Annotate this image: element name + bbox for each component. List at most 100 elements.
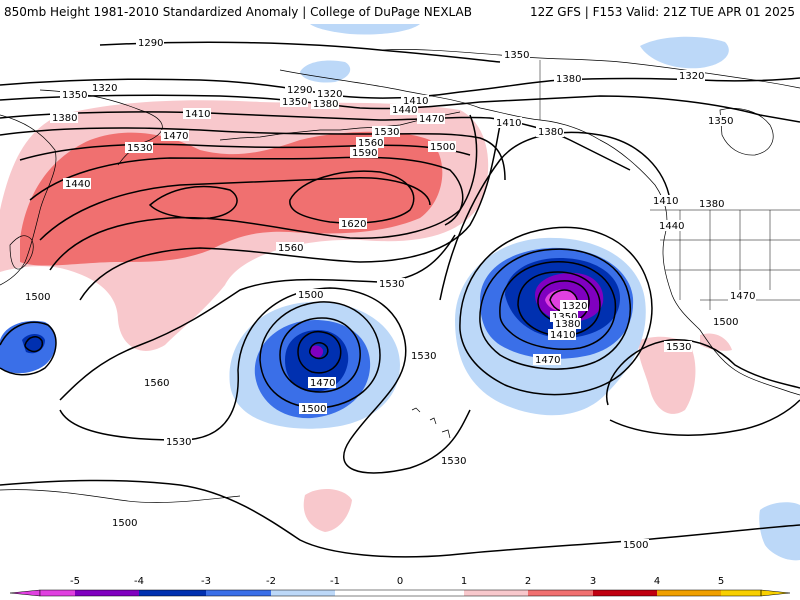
colorbar-swatches <box>9 589 791 597</box>
contour-label: 1500 <box>623 540 648 551</box>
contour-label: 1530 <box>374 127 399 138</box>
contour-line <box>29 156 464 226</box>
colorbar-swatch <box>206 590 271 596</box>
contour-label: 1620 <box>341 219 366 230</box>
colorbar-swatch <box>271 590 335 596</box>
contour-label: 1530 <box>666 342 691 353</box>
contour-label: 1470 <box>419 114 444 125</box>
contour-label: 1440 <box>659 221 684 232</box>
contour-label: 1500 <box>112 518 137 529</box>
contour-line <box>24 336 44 353</box>
colorbar-tick-label: -4 <box>134 576 144 587</box>
contour-line <box>297 330 342 374</box>
contour-line <box>499 261 617 350</box>
anomaly-shading <box>0 24 800 561</box>
contour-line <box>439 131 671 301</box>
coastline-arctic <box>379 49 800 89</box>
contour-label: 1410 <box>550 330 575 341</box>
contour-label: 1410 <box>496 118 521 129</box>
colorbar-swatch <box>657 590 721 596</box>
colorbar-tick-label: -3 <box>201 576 211 587</box>
contour-line <box>279 317 361 393</box>
colorbar-tick-label: 4 <box>654 576 660 587</box>
contour-line <box>609 399 800 436</box>
contour-label: 1380 <box>52 113 77 124</box>
colorbar-tick-label: 0 <box>397 576 403 587</box>
colorbar-swatch <box>528 590 593 596</box>
negative-anomaly-region-topstrip <box>310 24 420 35</box>
contour-line <box>49 114 478 271</box>
contour-label: 1380 <box>313 99 338 110</box>
header-bar: 850mb Height 1981-2010 Standardized Anom… <box>0 0 800 24</box>
colorbar-tick-label: -2 <box>266 576 276 587</box>
colorbar-swatch <box>464 590 528 596</box>
contour-label: 1590 <box>352 148 377 159</box>
positive-anomaly-region-west <box>638 336 696 414</box>
contour-line <box>59 234 456 401</box>
contour-line <box>289 170 415 224</box>
contour-label: 1320 <box>562 301 587 312</box>
contour-label: 1470 <box>310 378 335 389</box>
contour-label: 1380 <box>555 319 580 330</box>
contour-label: 1380 <box>699 199 724 210</box>
contour-line <box>79 124 501 301</box>
negative-anomaly-region-southeast <box>759 502 800 561</box>
coastline-bottom <box>0 489 241 503</box>
contour-label: 1350 <box>552 312 577 323</box>
contour-line <box>459 226 653 396</box>
contour-label: 1290 <box>287 85 312 96</box>
contour-label: 1470 <box>163 131 188 142</box>
colorbar-swatch <box>139 590 206 596</box>
contour-label: 1290 <box>138 38 163 49</box>
contour-line <box>605 339 800 406</box>
map-title: 850mb Height 1981-2010 Standardized Anom… <box>4 5 472 19</box>
colorbar-swatch <box>335 590 464 596</box>
contour-label: 1530 <box>411 351 436 362</box>
colorbar-swatch <box>593 590 657 596</box>
contour-labels: 1290 1290 1320 1320 1320 1320 1350 1350 … <box>23 37 756 551</box>
colorbar-outline <box>39 589 762 597</box>
colorbar-swatch <box>721 590 761 596</box>
contour-label: 1440 <box>65 179 90 190</box>
negative-anomaly-region-north <box>300 60 351 83</box>
contour-label: 1500 <box>25 292 50 303</box>
contour-label: 1500 <box>301 404 326 415</box>
contour-line <box>0 111 631 171</box>
contour-label: 1410 <box>403 96 428 107</box>
contour-line <box>148 185 238 220</box>
contour-label: 1350 <box>708 116 733 127</box>
contour-label: 1380 <box>556 74 581 85</box>
negative-anomaly-core-central <box>310 345 324 359</box>
contour-label: 1530 <box>127 143 152 154</box>
contour-label: 1320 <box>317 89 342 100</box>
colorbar-tick-label: 2 <box>525 576 531 587</box>
contour-line <box>39 177 431 241</box>
contour-label: 1470 <box>535 355 560 366</box>
contour-label: 1500 <box>430 142 455 153</box>
positive-anomaly-region-pacific <box>303 488 352 532</box>
height-contours <box>0 41 800 558</box>
model-run-info: 12Z GFS | F153 Valid: 21Z TUE APR 01 202… <box>529 5 795 19</box>
contour-label: 1530 <box>166 437 191 448</box>
contour-label: 1320 <box>92 83 117 94</box>
contour-label: 1500 <box>713 317 738 328</box>
contour-label: 1560 <box>144 378 169 389</box>
colorbar-arrow-right <box>760 589 791 597</box>
contour-label: 1320 <box>679 71 704 82</box>
contour-line <box>0 127 506 181</box>
colorbar-ticks: -5 -4 -3 -2 -1 0 1 2 3 4 5 <box>70 576 724 587</box>
anomaly-colorbar: -5 -4 -3 -2 -1 0 1 2 3 4 5 <box>0 574 800 600</box>
contour-label: 1470 <box>730 291 755 302</box>
contour-label: 1350 <box>62 90 87 101</box>
contour-label: 1560 <box>358 138 383 149</box>
political-borders <box>539 60 800 310</box>
contour-label: 1410 <box>185 109 210 120</box>
contour-line <box>0 321 57 376</box>
colorbar-tick-label: 5 <box>718 576 724 587</box>
contour-line <box>517 271 601 337</box>
contour-line <box>479 248 631 370</box>
contour-label: 1530 <box>379 279 404 290</box>
colorbar-tick-label: 1 <box>461 576 467 587</box>
contour-label: 1410 <box>653 196 678 207</box>
border-us-states-1 <box>679 210 771 310</box>
